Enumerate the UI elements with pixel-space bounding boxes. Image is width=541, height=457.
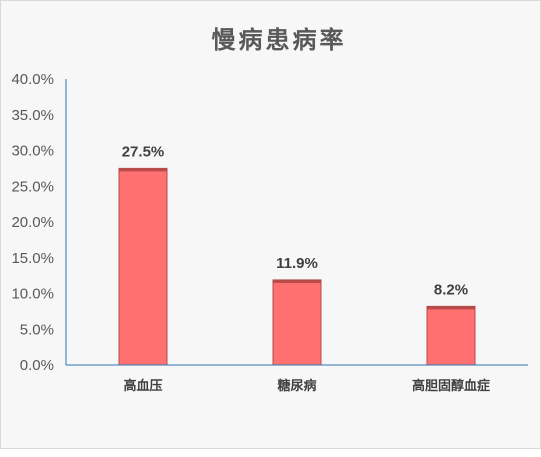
x-category-label: 高血压 [123,378,162,394]
y-tick-label: 40.0% [11,71,54,88]
data-labels: 27.5% 11.9% 8.2% [122,143,468,298]
data-label: 27.5% [122,143,165,160]
y-axis-ticks: 0.0% 5.0% 10.0% 15.0% 20.0% 25.0% 30.0% 35.0% 40… [11,71,54,374]
y-tick-label: 35.0% [11,107,54,124]
x-category-label: 高胆固醇血症 [412,378,490,394]
bar [118,167,168,366]
bars [118,167,476,366]
data-label: 11.9% [276,255,318,272]
y-tick-label: 0.0% [20,357,54,374]
y-tick-label: 5.0% [20,321,54,338]
x-category-label: 糖尿病 [277,378,316,394]
y-tick-label: 25.0% [11,178,54,195]
y-tick-label: 30.0% [11,143,54,160]
chart-title: 慢病患病率 [212,26,347,54]
x-axis-labels: 高血压 糖尿病 高胆固醇血症 [123,378,490,394]
y-tick-label: 20.0% [11,214,54,231]
bar-top-edge [273,279,321,283]
y-tick-label: 10.0% [11,286,54,303]
bar [426,305,476,366]
bar [272,279,322,366]
bar-top-edge [427,306,475,310]
bar-top-edge [119,168,167,172]
y-tick-label: 15.0% [11,250,54,267]
data-label: 8.2% [434,281,468,298]
